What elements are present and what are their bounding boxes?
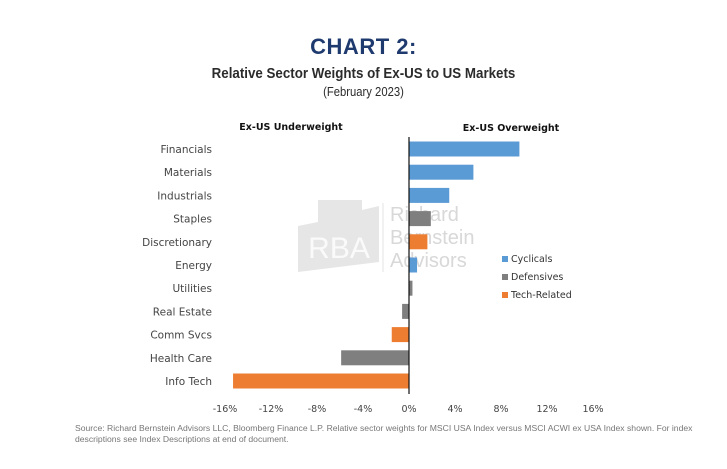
category-label-staples: Staples <box>173 214 212 226</box>
bar-real-estate <box>402 303 409 319</box>
x-tick-label: 4% <box>447 404 462 415</box>
x-tick-label: -4% <box>354 404 373 415</box>
category-label-industrials: Industrials <box>157 190 212 202</box>
category-label-info-tech: Info Tech <box>165 376 212 388</box>
bar-energy <box>409 257 418 273</box>
x-tick-label: 0% <box>401 404 416 415</box>
bar-utilities <box>409 280 413 296</box>
x-tick-label: 8% <box>493 404 508 415</box>
bars-layer <box>233 141 520 389</box>
watermark-line-2: Bernstein <box>390 227 475 249</box>
bar-info-tech <box>233 373 409 389</box>
x-tick-label: 16% <box>582 404 603 415</box>
bar-health-care <box>341 350 409 366</box>
legend-label-cyclicals: Cyclicals <box>511 254 552 265</box>
left-header: Ex-US Underweight <box>239 122 343 133</box>
x-tick-label: 12% <box>536 404 557 415</box>
category-label-discretionary: Discretionary <box>142 237 212 249</box>
right-header: Ex-US Overweight <box>463 123 560 134</box>
source-footnote: Source: Richard Bernstein Advisors LLC, … <box>75 423 693 444</box>
legend-label-defensives: Defensives <box>511 272 563 283</box>
bar-industrials <box>409 187 450 203</box>
chart-subtitle: Relative Sector Weights of Ex-US to US M… <box>211 66 516 82</box>
legend-label-tech-related: Tech-Related <box>510 290 572 301</box>
category-label-comm-svcs: Comm Svcs <box>150 330 212 342</box>
legend-swatch-cyclicals <box>502 256 508 262</box>
legend: Cyclicals Defensives Tech-Related <box>502 254 572 301</box>
rba-watermark: RBA Richard Bernstein Advisors <box>298 200 475 272</box>
bar-staples <box>409 211 431 227</box>
bar-comm-svcs <box>391 327 409 343</box>
chart-date: (February 2023) <box>323 85 404 99</box>
category-label-real-estate: Real Estate <box>153 306 212 318</box>
x-tick-label: -16% <box>213 404 238 415</box>
legend-swatch-defensives <box>502 274 508 280</box>
category-labels: Financials Materials Industrials Staples Dis… <box>142 144 212 388</box>
watermark-monogram: RBA <box>308 232 370 265</box>
x-axis-ticks: -16% -12% -8% -4% 0% 4% 8% 12% 16% <box>213 404 604 415</box>
watermark-line-3: Advisors <box>390 250 467 272</box>
watermark-logo-shape <box>298 200 379 272</box>
chart-title: CHART 2: <box>310 34 417 59</box>
category-label-utilities: Utilities <box>172 283 212 295</box>
bar-financials <box>409 141 520 157</box>
bar-materials <box>409 164 474 180</box>
category-label-energy: Energy <box>175 260 212 272</box>
category-label-health-care: Health Care <box>150 353 212 365</box>
category-label-financials: Financials <box>161 144 212 156</box>
bar-discretionary <box>409 234 428 250</box>
x-tick-label: -12% <box>259 404 284 415</box>
x-tick-label: -8% <box>308 404 327 415</box>
legend-swatch-tech-related <box>502 292 508 298</box>
category-label-materials: Materials <box>164 167 212 179</box>
